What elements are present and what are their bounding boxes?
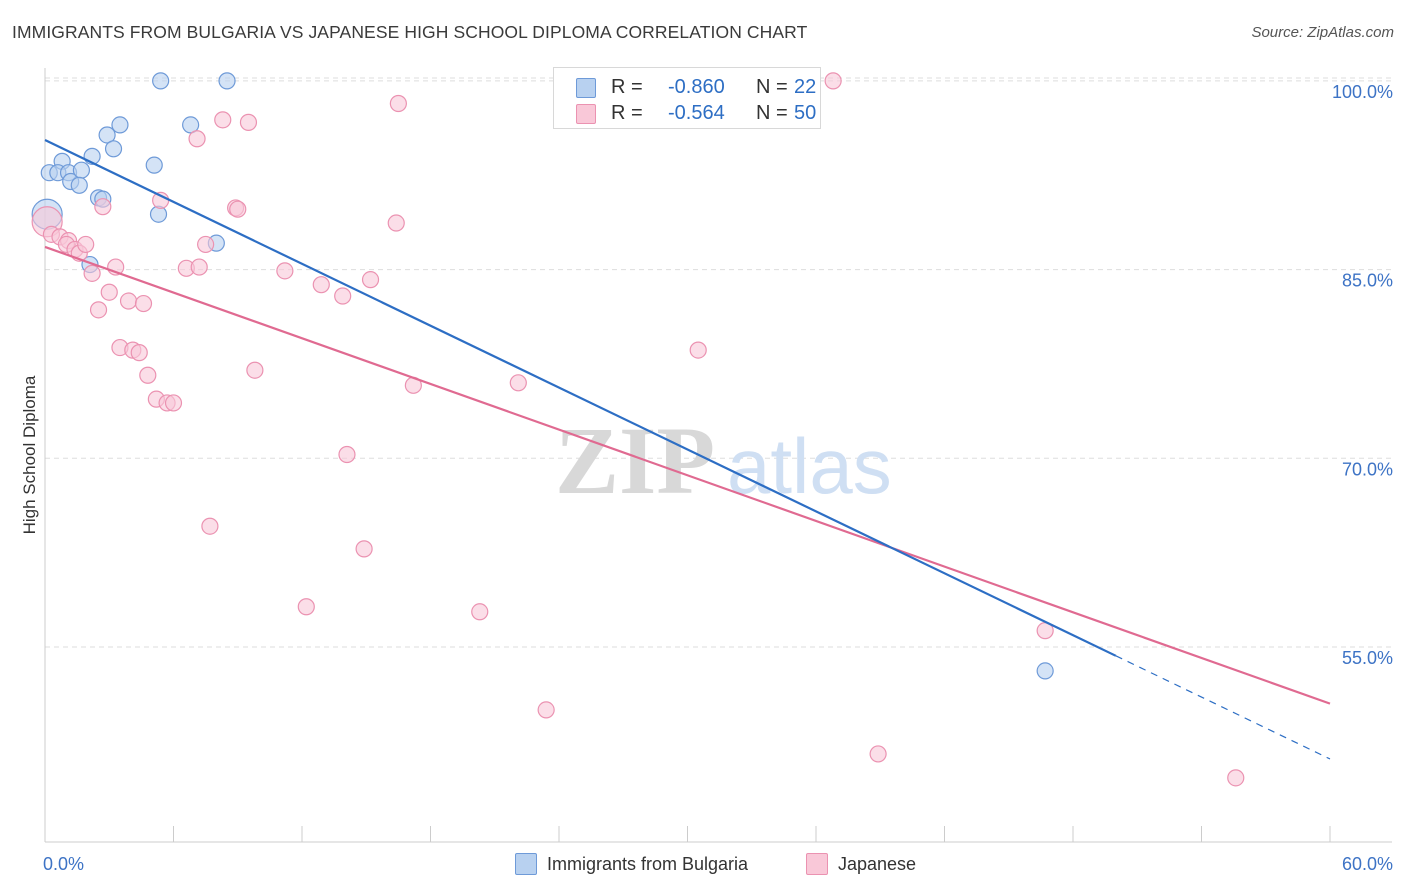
bulgaria-point [218,72,236,90]
japanese-point [387,214,405,232]
japanese-point [94,198,112,216]
japanese-point [164,394,183,412]
bulgaria-trend-extension [1115,655,1331,760]
japanese-point [824,72,842,90]
japanese-point [100,283,118,301]
grid-layer [45,77,1392,648]
axis-layer [44,68,1392,843]
japanese-point [355,540,373,558]
bulgaria-point [70,176,88,194]
japanese-point [509,374,527,392]
japanese-point [361,271,380,289]
japanese-point [239,113,258,131]
legend-label-bulgaria: Immigrants from Bulgaria [547,854,749,874]
japanese-point [297,598,315,616]
bulgaria-point [152,72,170,90]
japanese-point [869,745,887,763]
r-value: -0.860 [668,76,725,98]
bulgaria-point [182,116,200,134]
bulgaria-trend-line [44,139,1117,657]
n-value: 22 [794,76,817,98]
japanese-point [83,264,101,282]
japanese-point [338,445,356,464]
label-layer: 55.0% 70.0% 85.0% 100.0% 0.0% 60.0% High Schoo… [20,82,1393,874]
bulgaria-point [104,140,123,158]
legend-swatch-bulgaria [515,853,537,875]
points-layer [31,72,1245,787]
legend-swatch-japanese [806,853,828,875]
japanese-point [119,292,138,310]
chart-title: IMMIGRANTS FROM BULGARIA VS JAPANESE HIG… [12,22,808,42]
trend-layer [44,139,1331,760]
stats-legend: R = -0.860 N = 22 R = -0.564 N = 50 [553,67,821,129]
japanese-point [312,276,330,294]
japanese-point [134,294,153,313]
japanese-point [689,341,707,359]
r-value: -0.564 [668,102,725,124]
japanese-point [201,517,219,535]
japanese-point [1227,769,1245,787]
n-label: N = [756,76,788,98]
legend-swatch-bulgaria [576,78,596,98]
japanese-trend-line [44,245,1331,705]
japanese-point [246,361,264,379]
y-tick-label: 55.0% [1342,648,1393,668]
r-label: R = [611,76,643,98]
y-tick-label: 100.0% [1332,82,1393,102]
japanese-point [537,701,555,719]
japanese-point [188,130,206,148]
x-tick-label: 0.0% [43,854,84,874]
r-label: R = [611,102,643,124]
japanese-point [130,344,148,362]
watermark-atlas: atlas [727,422,892,510]
n-label: N = [756,102,788,124]
bulgaria-point [111,116,129,134]
n-value: 50 [794,102,817,124]
bulgaria-point [98,126,116,144]
y-tick-label: 85.0% [1342,271,1393,291]
legend-label-japanese: Japanese [838,854,917,874]
japanese-point [89,301,108,319]
bulgaria-point [145,156,163,174]
japanese-point [77,235,95,254]
japanese-point [197,235,215,254]
japanese-point [389,94,407,113]
watermark: ZIP atlas [555,407,892,514]
japanese-point [214,111,232,129]
japanese-point [229,200,247,218]
japanese-point [139,366,157,384]
japanese-point [334,287,352,305]
japanese-point [276,262,294,280]
bulgaria-point [1036,662,1054,680]
x-tick-label: 60.0% [1342,854,1393,874]
source-label: Source: ZipAtlas.com [1251,24,1394,41]
japanese-point [190,258,208,276]
y-tick-label: 70.0% [1342,459,1393,479]
japanese-point [471,603,489,621]
legend-swatch-japanese [576,104,596,124]
bulgaria-point [72,161,91,179]
y-axis-label: High School Diploma [20,375,39,534]
